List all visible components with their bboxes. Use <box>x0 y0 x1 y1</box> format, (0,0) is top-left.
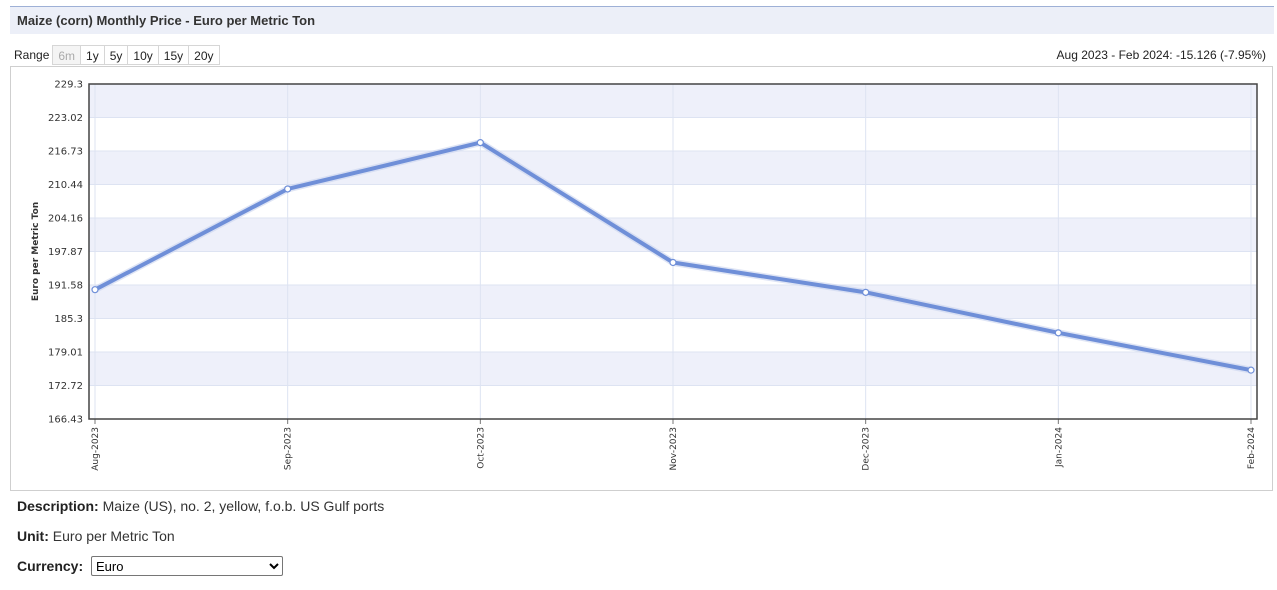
y-tick-label: 229.3 <box>54 80 83 91</box>
y-tick-label: 197.87 <box>48 247 83 258</box>
description-row: Description: Maize (US), no. 2, yellow, … <box>17 498 384 514</box>
range-15y-button[interactable]: 15y <box>157 45 190 65</box>
data-point <box>1054 329 1062 337</box>
x-tick-label: Nov-2023 <box>669 427 679 470</box>
description-label: Description: <box>17 498 99 514</box>
y-tick-label: 210.44 <box>48 180 83 191</box>
page-title: Maize (corn) Monthly Price - Euro per Me… <box>17 13 316 28</box>
unit-label: Unit: <box>17 528 49 544</box>
chart-title-bar: Maize (corn) Monthly Price - Euro per Me… <box>10 6 1274 34</box>
chart-container: 229.3 223.02 216.73 210.44 204.16 197.87 191.5… <box>10 66 1273 491</box>
data-point <box>91 286 99 294</box>
x-tick-label: Dec-2023 <box>862 427 872 471</box>
x-tick-label: Sep-2023 <box>284 427 294 470</box>
y-tick-label: 185.3 <box>54 314 83 325</box>
y-tick-label: 166.43 <box>48 415 83 426</box>
range-6m-button[interactable]: 6m <box>52 45 82 65</box>
x-tick-label: Oct-2023 <box>476 427 486 469</box>
currency-row: Currency: <box>17 558 83 574</box>
y-tick-label: 179.01 <box>48 348 83 359</box>
y-tick-label: 216.73 <box>48 147 83 158</box>
plot-frame <box>88 83 1258 420</box>
x-tick-label: Aug-2023 <box>91 427 101 471</box>
unit-row: Unit: Euro per Metric Ton <box>17 528 175 544</box>
currency-label: Currency: <box>17 558 84 574</box>
currency-select[interactable]: Euro <box>91 556 283 576</box>
data-point <box>669 258 677 267</box>
range-1y-button[interactable]: 1y <box>80 45 105 65</box>
data-point <box>476 139 484 147</box>
y-tick-label: 172.72 <box>48 381 83 392</box>
data-point <box>1247 366 1255 374</box>
data-point <box>284 185 292 193</box>
y-tick-label: 191.58 <box>48 281 83 292</box>
price-change-summary: Aug 2023 - Feb 2024: -15.126 (-7.95%) <box>1056 48 1266 62</box>
y-tick-label: 204.16 <box>48 214 83 225</box>
range-10y-button[interactable]: 10y <box>127 45 159 65</box>
price-line-chart: 229.3 223.02 216.73 210.44 204.16 197.87 191.5… <box>31 80 1258 471</box>
data-point <box>862 288 870 296</box>
range-5y-button[interactable]: 5y <box>103 45 129 65</box>
x-tick-label: Jan-2024 <box>1054 427 1064 468</box>
unit-value: Euro per Metric Ton <box>52 528 175 544</box>
y-tick-label: 223.02 <box>48 113 83 124</box>
range-20y-button[interactable]: 20y <box>188 45 220 65</box>
x-tick-label: Feb-2024 <box>1247 427 1257 469</box>
y-axis-label: Euro per Metric Ton <box>31 202 41 301</box>
range-selector: Range 6m 1y 5y 10y 15y 20y <box>14 44 220 66</box>
description-value: Maize (US), no. 2, yellow, f.o.b. US Gul… <box>102 498 385 514</box>
range-label: Range <box>14 48 50 62</box>
